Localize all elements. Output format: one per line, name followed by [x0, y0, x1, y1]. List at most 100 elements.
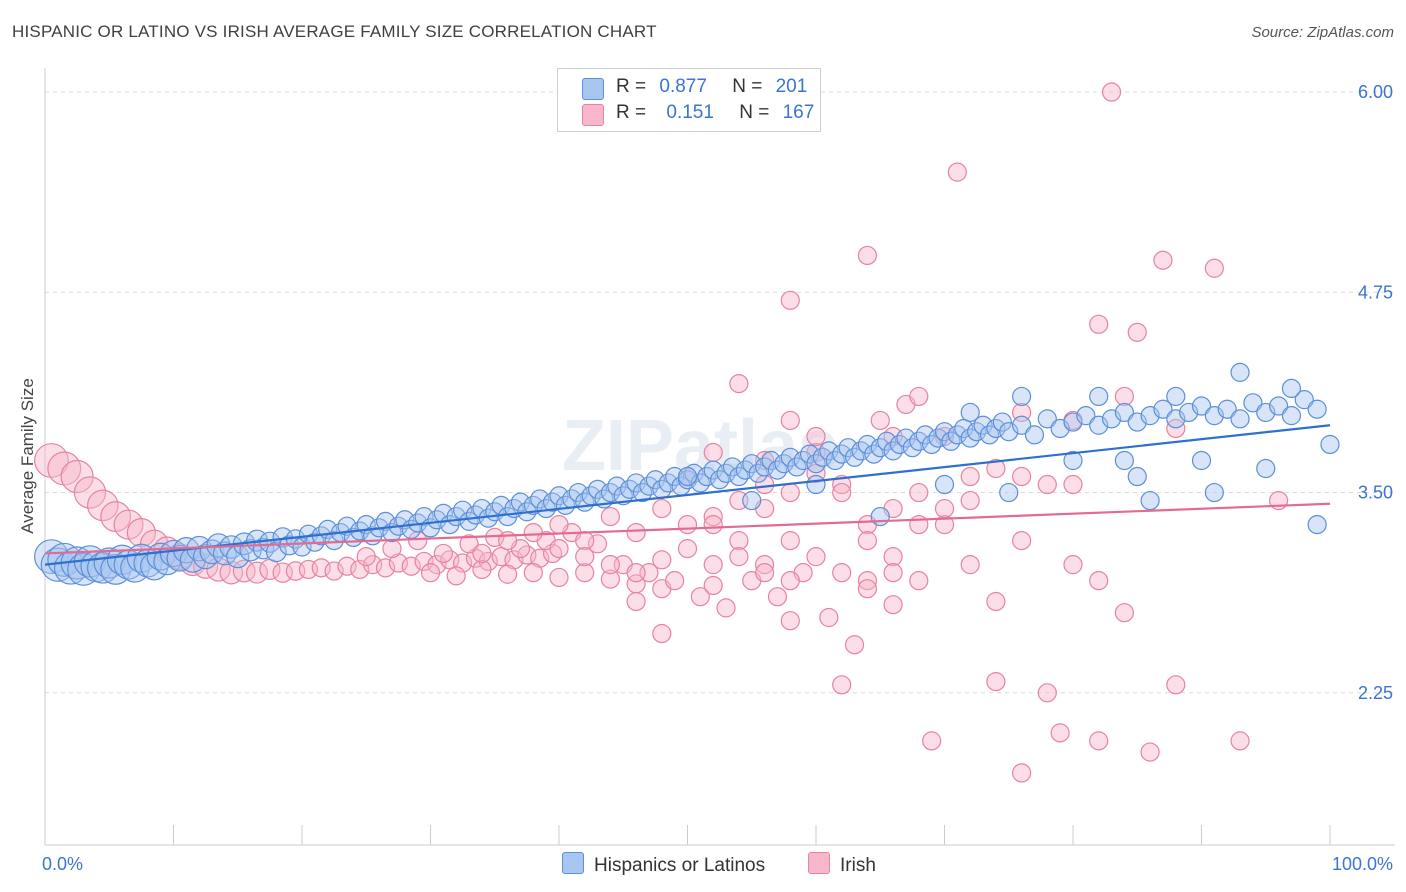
irish-point [600, 506, 621, 527]
hispanics-point [252, 537, 275, 560]
irish-point [356, 547, 376, 567]
irish-point [780, 611, 800, 631]
hispanics-point [1320, 434, 1340, 455]
irish-point [549, 539, 569, 559]
irish-point [478, 551, 498, 572]
hispanics-point [1153, 399, 1173, 419]
hispanics-point [742, 490, 762, 511]
hispanics-point [1256, 458, 1276, 479]
irish-point [819, 607, 839, 628]
irish-point [1114, 603, 1135, 623]
bottom-legend-label-hispanics: Hispanics or Latinos [594, 855, 766, 876]
irish-point [427, 555, 447, 575]
x-tick-labels: 0.0% 100.0% [42, 854, 1393, 874]
irish-point [729, 531, 749, 551]
irish-point [575, 531, 595, 551]
irish-point [652, 623, 672, 644]
hispanics-point [375, 511, 396, 531]
irish-point [986, 458, 1006, 479]
irish-point [754, 563, 775, 583]
irish-point [446, 566, 466, 586]
hispanics-point [1011, 386, 1032, 407]
irish-point [1050, 723, 1070, 743]
irish-point [433, 543, 453, 564]
irish-point [382, 539, 402, 559]
series-irish [34, 82, 1289, 783]
irish-point [1101, 82, 1122, 102]
irish-point [832, 482, 852, 503]
irish-point [832, 675, 852, 695]
irish-point [934, 498, 955, 519]
irish-point [600, 569, 621, 589]
irish-point [575, 547, 595, 567]
y-tick-label: 2.25 [1358, 683, 1393, 703]
irish-point [1063, 474, 1083, 495]
irish-point [1166, 418, 1186, 439]
hispanics-point [677, 466, 698, 487]
irish-point [401, 556, 421, 576]
hispanics-point [1204, 482, 1224, 503]
irish-point [87, 489, 119, 522]
irish-point [665, 571, 685, 591]
trend-line-hispanics [44, 424, 1331, 566]
irish-point [909, 514, 929, 535]
irish-point [1089, 571, 1109, 591]
irish-point [1011, 763, 1032, 783]
bottom-legend-irish: Irish [808, 852, 876, 877]
hispanics-point [1307, 514, 1327, 535]
irish-point [857, 245, 878, 266]
irish-point [1011, 466, 1032, 487]
legend-box: R = 0.877 N = 201 R = 0.151 N = 167 [557, 68, 821, 132]
irish-point [375, 558, 396, 578]
hispanics-point [1076, 406, 1096, 426]
y-tick-label: 4.75 [1358, 282, 1393, 302]
y-tick-labels: 2.25 3.50 4.75 6.00 [1358, 82, 1393, 703]
legend-n-irish: 167 [782, 102, 815, 123]
irish-point [600, 555, 621, 575]
irish-point [716, 598, 736, 618]
legend-r-hispanics: 0.877 [659, 76, 707, 97]
legend-r-label: R = [616, 102, 647, 123]
y-tick-label: 6.00 [1358, 82, 1393, 102]
irish-point [703, 514, 723, 535]
irish-point [922, 731, 942, 751]
hispanics-point [1191, 396, 1212, 416]
irish-point [986, 591, 1006, 612]
irish-point [909, 482, 929, 503]
irish-point [832, 474, 852, 495]
bottom-legend-label-irish: Irish [840, 855, 876, 876]
irish-point [703, 555, 723, 575]
irish-point [1063, 555, 1083, 575]
hispanics-point [992, 412, 1012, 432]
irish-point [780, 410, 800, 431]
irish-point [472, 559, 492, 580]
irish-point [472, 543, 492, 564]
hispanics-point [1127, 466, 1147, 487]
irish-point [677, 514, 698, 535]
irish-point [883, 547, 903, 567]
irish-point [1127, 322, 1147, 342]
hispanics-point [1281, 378, 1302, 399]
hispanics-point [1140, 490, 1160, 511]
irish-point [857, 579, 878, 599]
hispanics-point [806, 474, 826, 495]
irish-point [1089, 314, 1109, 334]
irish-point [806, 426, 826, 447]
hispanics-point [1217, 399, 1237, 419]
hispanics-point [1011, 415, 1032, 435]
irish-point [780, 290, 800, 310]
legend-r-label: R = [616, 76, 647, 97]
hispanics-point [324, 531, 344, 551]
irish-point [690, 587, 710, 607]
irish-point [1204, 258, 1224, 278]
irish-point [324, 561, 344, 581]
bottom-swatch-irish [808, 852, 830, 874]
irish-point [934, 514, 955, 535]
hispanics-point [1191, 450, 1212, 471]
hispanics-point [1114, 402, 1135, 423]
irish-point [883, 563, 903, 583]
irish-point [986, 671, 1006, 692]
irish-point [857, 571, 878, 591]
hispanics-point [1307, 399, 1327, 419]
irish-point [1230, 731, 1250, 751]
